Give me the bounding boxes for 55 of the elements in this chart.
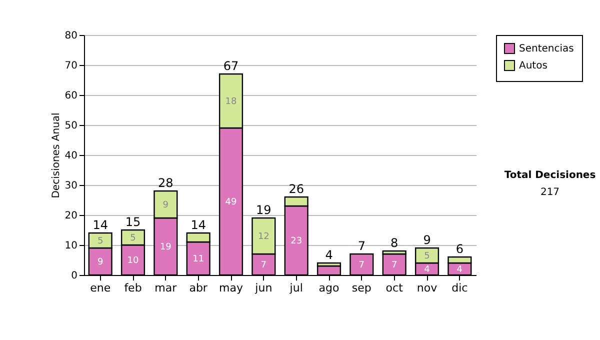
data-label: 10 [127,256,139,266]
data-label: 5 [97,236,104,246]
data-label: 7 [391,260,398,270]
data-label: 9 [97,258,104,268]
x-tick-label: abr [189,282,208,294]
y-tick-label: 30 [64,180,78,192]
data-label: 4 [424,265,430,275]
total-label: 14 [190,218,206,232]
x-tick-label: mar [154,282,178,294]
y-tick-label: 50 [64,120,78,132]
x-tick-label: oct [386,282,404,294]
data-label: 5 [130,234,136,244]
legend-label: Autos [519,60,548,72]
total-label: 14 [92,218,108,232]
y-tick-label: 60 [64,90,78,102]
x-tick-label: ene [90,282,111,294]
total-label: 26 [288,182,304,196]
x-tick-label: ago [318,282,340,294]
data-label: 11 [192,254,204,264]
total-label: 19 [256,203,272,217]
text: Total Decisiones [503,170,597,181]
data-label: 5 [424,252,430,262]
total-label: 7 [358,239,366,253]
x-tick-label: jun [254,282,272,294]
total-label: 4 [325,248,333,262]
text: 217 [539,187,561,198]
data-label: 18 [225,97,237,107]
y-tick-label: 0 [71,270,78,282]
total-label: 28 [158,176,174,190]
total-label: 6 [456,242,464,256]
data-label: 7 [358,260,365,270]
total-label: 8 [390,236,398,250]
legend-label: Sentencias [519,44,574,54]
data-label: 9 [162,200,169,210]
x-tick-label: jul [288,282,303,294]
x-tick-label: sep [352,282,372,294]
total-label: 15 [125,215,141,229]
x-tick-label: may [219,282,244,294]
data-label: 7 [260,260,267,270]
total-label: 67 [223,59,239,73]
y-tick-label: 10 [64,240,78,252]
data-label: 4 [456,265,463,275]
y-tick-label: 40 [64,150,78,162]
y-axis-title: Decisiones Anual [50,112,62,198]
data-label: 19 [160,242,172,252]
data-label: 12 [258,232,270,242]
total-label: 9 [423,233,431,247]
y-tick-label: 80 [64,30,78,42]
data-label: 23 [290,236,302,246]
x-tick-label: feb [124,282,142,294]
y-tick-label: 70 [64,60,78,72]
y-tick-label: 20 [64,210,78,222]
data-label: 49 [225,198,237,208]
x-tick-label: dic [452,282,468,294]
x-tick-label: nov [416,282,438,294]
